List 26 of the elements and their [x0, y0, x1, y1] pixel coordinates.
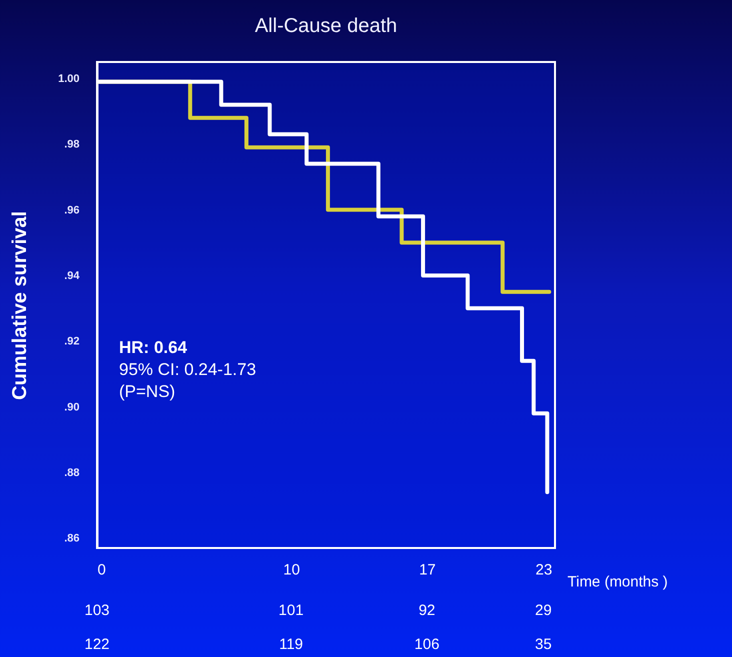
y-tick-label: .92	[64, 336, 80, 348]
text: 103	[84, 602, 110, 619]
text: 101	[278, 602, 304, 619]
text: 92	[418, 602, 436, 619]
x-tick-label: 17	[419, 562, 436, 578]
chart-title: All-Cause death	[254, 15, 398, 37]
text: 122	[84, 636, 110, 653]
y-tick-label: .86	[64, 532, 80, 545]
y-tick-label: .90	[64, 401, 80, 414]
x-tick-label: 0	[98, 562, 106, 578]
text: 35	[535, 636, 552, 653]
annotation: HR: 0.64	[119, 338, 188, 357]
x-axis-title: Time (months )	[568, 574, 668, 590]
y-tick-label: 1.00	[58, 72, 80, 85]
text: 106	[414, 636, 440, 653]
annotation: (P=NS)	[119, 382, 176, 401]
y-tick-label: .98	[64, 138, 80, 151]
text: 119	[279, 636, 304, 653]
annotation: 95% CI: 0.24-1.73	[119, 360, 256, 379]
y-tick-label: .96	[64, 204, 80, 216]
x-tick-label: 23	[536, 562, 552, 578]
y-axis-title: Cumulative survival	[9, 211, 32, 400]
y-tick-label: .88	[64, 466, 80, 479]
x-tick-label: 10	[283, 562, 300, 578]
y-tick-label: .94	[64, 270, 80, 282]
text: 29	[535, 602, 552, 619]
